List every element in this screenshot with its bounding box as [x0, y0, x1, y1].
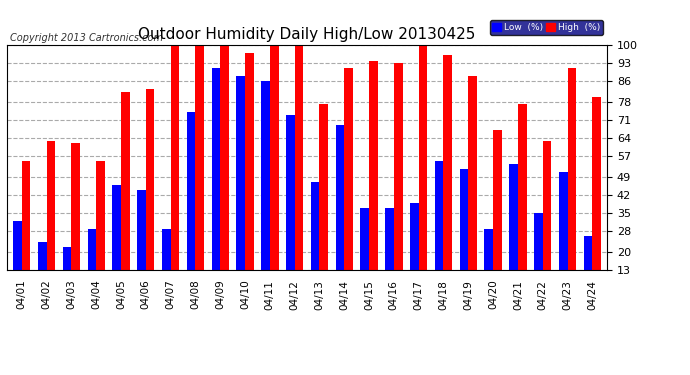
Bar — [394, 63, 402, 304]
Bar — [469, 76, 477, 304]
Bar — [559, 172, 567, 304]
Legend: Low  (%), High  (%): Low (%), High (%) — [490, 20, 602, 34]
Bar — [435, 161, 444, 304]
Bar — [212, 68, 220, 304]
Bar — [335, 125, 344, 304]
Bar — [369, 60, 377, 304]
Bar — [286, 115, 295, 304]
Bar — [38, 242, 47, 304]
Bar — [245, 53, 254, 304]
Bar — [121, 92, 130, 304]
Bar — [509, 164, 518, 304]
Bar — [261, 81, 270, 304]
Bar — [460, 169, 469, 304]
Bar — [270, 45, 279, 304]
Bar — [344, 68, 353, 304]
Bar — [567, 68, 576, 304]
Bar — [137, 190, 146, 304]
Bar — [319, 105, 328, 304]
Title: Outdoor Humidity Daily High/Low 20130425: Outdoor Humidity Daily High/Low 20130425 — [139, 27, 475, 42]
Bar — [584, 236, 592, 304]
Bar — [195, 45, 204, 304]
Bar — [310, 182, 319, 304]
Bar — [170, 45, 179, 304]
Bar — [295, 45, 304, 304]
Bar — [47, 141, 55, 304]
Bar — [146, 89, 155, 304]
Bar — [518, 105, 526, 304]
Bar — [112, 184, 121, 304]
Bar — [71, 143, 80, 304]
Bar — [543, 141, 551, 304]
Bar — [385, 208, 394, 304]
Bar — [444, 56, 452, 304]
Bar — [187, 112, 195, 304]
Bar — [360, 208, 369, 304]
Bar — [592, 97, 601, 304]
Text: Copyright 2013 Cartronics.com: Copyright 2013 Cartronics.com — [10, 33, 163, 43]
Bar — [419, 45, 427, 304]
Bar — [22, 161, 30, 304]
Bar — [63, 247, 71, 304]
Bar — [484, 229, 493, 304]
Bar — [237, 76, 245, 304]
Bar — [88, 229, 96, 304]
Bar — [493, 130, 502, 304]
Bar — [162, 229, 170, 304]
Bar — [534, 213, 543, 304]
Bar — [220, 45, 229, 304]
Bar — [13, 221, 22, 304]
Bar — [410, 203, 419, 304]
Bar — [96, 161, 105, 304]
